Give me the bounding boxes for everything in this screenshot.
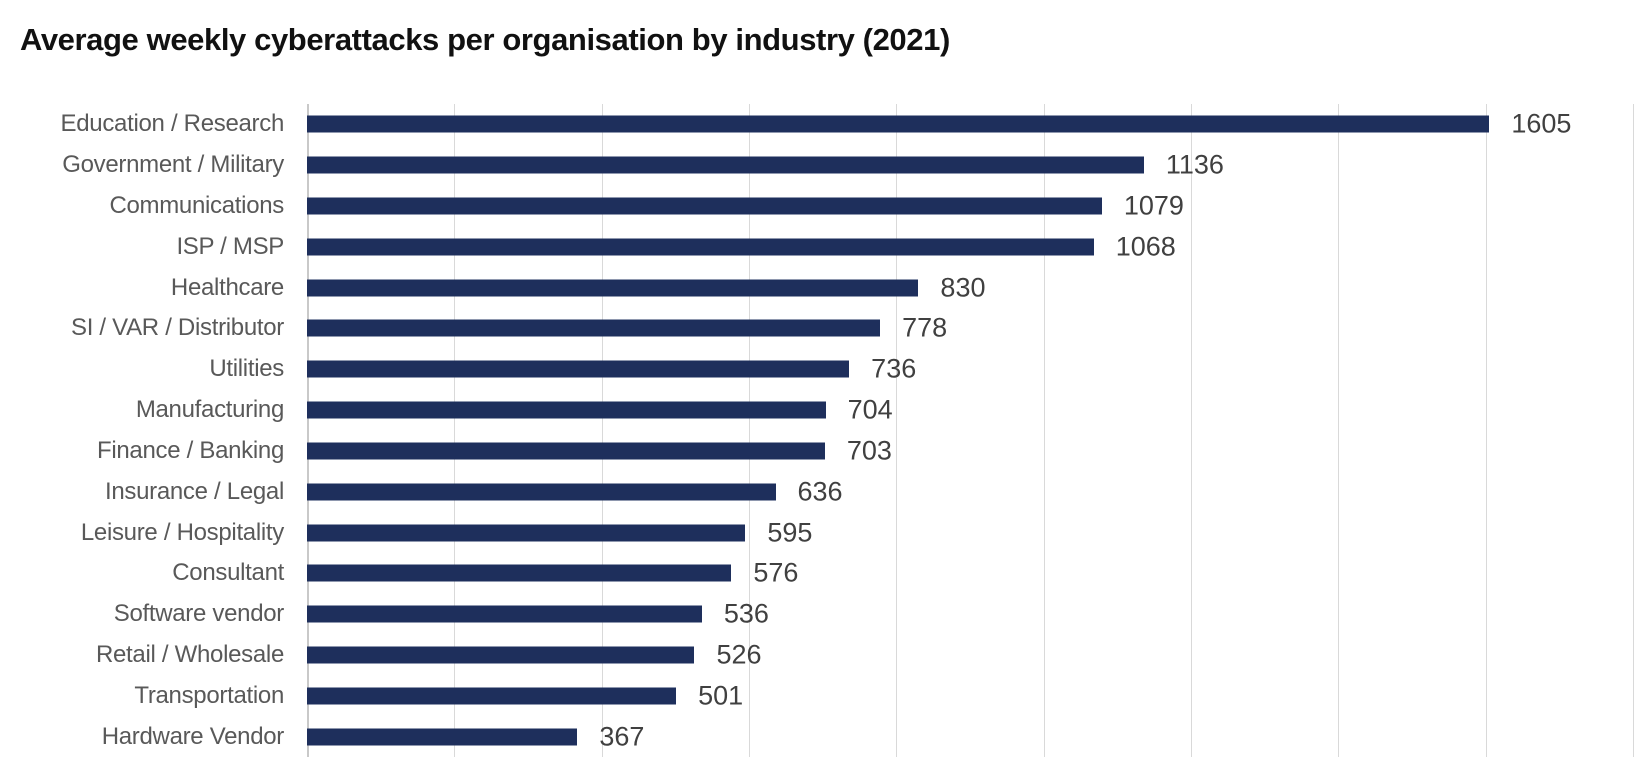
category-label: Education / Research: [60, 110, 285, 138]
bar: [307, 442, 825, 460]
bar-row: 536: [307, 594, 1633, 635]
value-label: 704: [847, 394, 893, 425]
bar-row: 595: [307, 512, 1633, 553]
gridline: [454, 104, 456, 757]
value-label: 1079: [1123, 190, 1184, 221]
value-label: 367: [599, 721, 645, 752]
bar-row: 526: [307, 635, 1633, 676]
plot-area: 1605 1136 1079 1068 830 778 736 704 703 636 595 576…: [307, 104, 1634, 757]
bar: [307, 360, 850, 378]
category-label: Finance / Banking: [96, 436, 284, 464]
value-label: 1068: [1115, 231, 1176, 262]
value-label: 501: [698, 680, 744, 711]
category-label: Manufacturing: [135, 396, 284, 424]
bar-row: 830: [307, 267, 1633, 308]
bar-row: 778: [307, 308, 1633, 349]
bar-row: 576: [307, 553, 1633, 594]
category-label: Software vendor: [113, 600, 285, 628]
category-label: Hardware Vendor: [101, 722, 285, 750]
value-label: 536: [723, 598, 769, 629]
gridline: [1191, 104, 1192, 757]
bar: [307, 687, 677, 705]
bar-row: 636: [307, 471, 1633, 512]
bar: [307, 156, 1144, 174]
bar-row: 704: [307, 390, 1633, 431]
gridline: [1043, 104, 1045, 757]
bar-row: 703: [307, 431, 1633, 472]
bar-row: 367: [307, 716, 1633, 757]
chart-title: Average weekly cyberattacks per organisa…: [20, 22, 950, 57]
bar-row: 736: [307, 349, 1633, 390]
category-label: Leisure / Hospitality: [80, 518, 284, 546]
gridline: [1338, 104, 1340, 757]
category-label: Government / Military: [62, 151, 284, 179]
gridline: [1633, 104, 1634, 757]
bar: [307, 646, 695, 664]
bar: [307, 279, 919, 297]
category-label: Communications: [109, 192, 284, 220]
bar: [307, 605, 702, 623]
category-label: Insurance / Legal: [104, 477, 284, 505]
category-label: Healthcare: [170, 273, 284, 301]
value-label: 778: [902, 312, 948, 343]
category-label: Utilities: [209, 355, 284, 383]
value-label: 703: [846, 435, 892, 466]
bar-row: 1079: [307, 186, 1633, 227]
bar: [307, 564, 732, 582]
category-label: ISP / MSP: [176, 232, 284, 260]
bar-row: 501: [307, 675, 1633, 716]
bar: [307, 524, 746, 542]
bar: [307, 115, 1490, 133]
bar-row: 1136: [307, 145, 1633, 186]
value-label: 736: [871, 353, 917, 384]
value-label: 576: [753, 557, 799, 588]
category-label: Retail / Wholesale: [95, 640, 284, 668]
gridline: [601, 104, 603, 757]
gridline: [749, 104, 750, 757]
bar: [307, 238, 1094, 256]
value-label: 595: [767, 517, 813, 548]
gridline: [1485, 104, 1487, 757]
bar: [307, 728, 578, 746]
bar-row: 1068: [307, 226, 1633, 267]
category-axis: Education / Research Government / Militar…: [0, 104, 285, 757]
category-label: Transportation: [134, 681, 284, 709]
value-label: 830: [940, 272, 986, 303]
bar: [307, 319, 881, 337]
value-label: 636: [797, 476, 843, 507]
bar: [307, 197, 1102, 215]
category-label: Consultant: [172, 559, 284, 587]
bar: [307, 483, 776, 501]
value-label: 1605: [1511, 108, 1572, 139]
category-axis-line: [307, 104, 309, 757]
gridline: [896, 104, 898, 757]
bar: [307, 401, 826, 419]
value-label: 1136: [1165, 149, 1224, 180]
category-label: SI / VAR / Distributor: [70, 314, 284, 342]
bar-row: 1605: [307, 104, 1633, 145]
value-label: 526: [716, 639, 762, 670]
